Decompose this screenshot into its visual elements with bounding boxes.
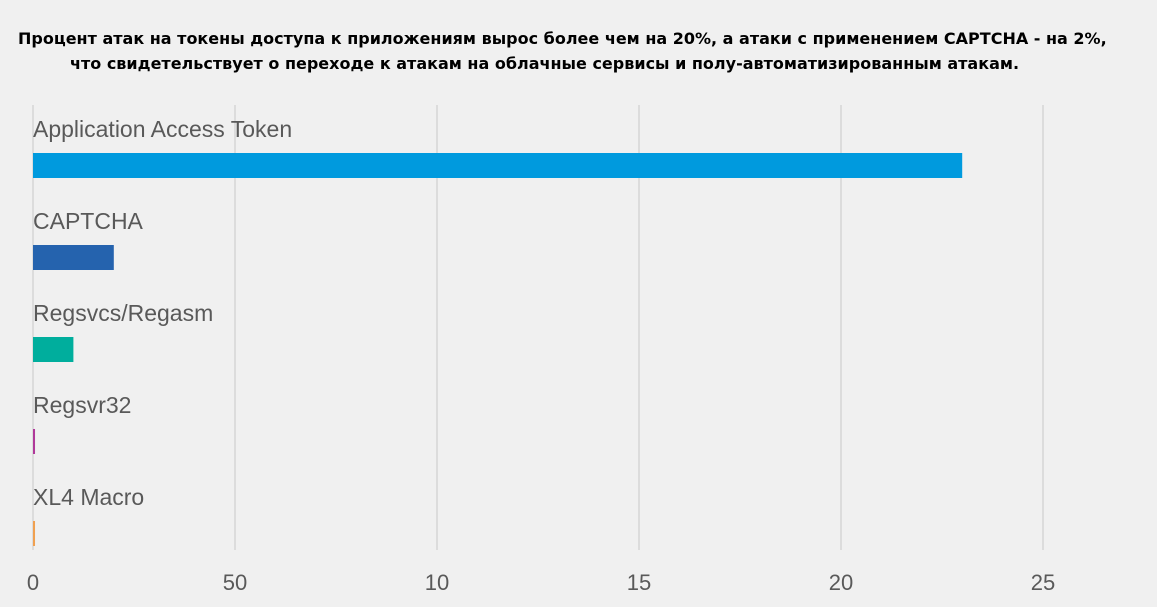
bar (33, 521, 36, 546)
chart-title-line: Процент атак на токены доступа к приложе… (18, 29, 1107, 48)
x-tick-label: 15 (627, 570, 651, 595)
x-tick-label: 20 (829, 570, 853, 595)
category-label: CAPTCHA (33, 208, 144, 234)
x-tick-label: 25 (1031, 570, 1055, 595)
chart-title-line: что свидетельствует о переходе к атакам … (70, 54, 1019, 73)
bar (33, 429, 36, 454)
x-tick-label: 10 (425, 570, 449, 595)
bar (33, 245, 114, 270)
category-label: Application Access Token (33, 116, 292, 142)
bar (33, 337, 74, 362)
bar (33, 153, 963, 178)
category-label: Regsvcs/Regasm (33, 300, 213, 326)
x-tick-label: 50 (223, 570, 247, 595)
category-label: Regsvr32 (33, 392, 131, 418)
category-label: XL4 Macro (33, 484, 144, 510)
x-tick-label: 0 (27, 570, 39, 595)
